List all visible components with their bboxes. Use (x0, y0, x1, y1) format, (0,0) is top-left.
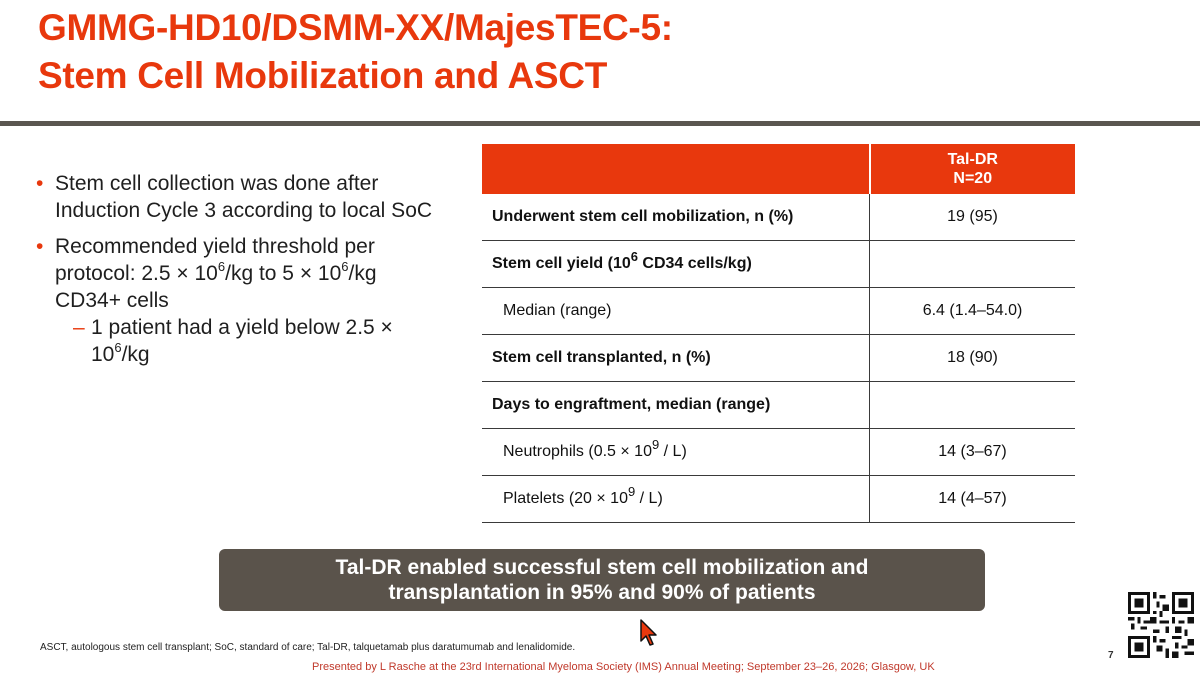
superscript: 9 (627, 483, 636, 499)
row-label: Median (range) (482, 287, 870, 335)
qr-code-icon[interactable] (1128, 592, 1194, 658)
slide-title: GMMG-HD10/DSMM-XX/MajesTEC-5: Stem Cell … (38, 4, 673, 100)
row-value (869, 381, 1075, 429)
row-label: Stem cell yield (106 CD34 cells/kg) (482, 240, 870, 288)
row-label-part: Platelets (20 × 10 (503, 490, 628, 507)
banner-line-2: transplantation in 95% and 90% of patien… (388, 581, 816, 604)
title-divider (0, 121, 1200, 126)
superscript: 6 (217, 259, 226, 274)
table-header-tal-dr: Tal-DR N=20 (869, 144, 1075, 194)
bullet-text-part: /kg to 5 × 10 (225, 262, 342, 285)
table-header-blank (482, 144, 871, 194)
abbreviations-footnote: ASCT, autologous stem cell transplant; S… (40, 642, 576, 653)
table-row: Neutrophils (0.5 × 109 / L) 14 (3–67) (482, 428, 1075, 476)
sub-bullet-text-part: /kg (121, 343, 150, 366)
row-value: 19 (95) (869, 194, 1075, 241)
row-label-part: / L) (659, 443, 687, 460)
table-row: Days to engraftment, median (range) (482, 381, 1075, 429)
row-value: 14 (4–57) (869, 475, 1075, 523)
bullet-item-threshold: • Recommended yield threshold per protoc… (36, 233, 436, 368)
header-n-label: N=20 (953, 170, 993, 187)
bullet-list: • Stem cell collection was done after In… (36, 170, 436, 377)
results-table: Tal-DR N=20 Underwent stem cell mobiliza… (482, 144, 1075, 523)
mouse-pointer-icon (640, 619, 657, 646)
bullet-dot-icon: • (36, 235, 44, 258)
superscript: 6 (630, 248, 638, 264)
table-row: Platelets (20 × 109 / L) 14 (4–57) (482, 475, 1075, 523)
row-value: 14 (3–67) (869, 428, 1075, 476)
row-label: Platelets (20 × 109 / L) (482, 475, 870, 523)
superscript: 6 (341, 259, 349, 274)
sub-bullet-text-part: 1 patient had a yield below 2.5 × 10 (91, 316, 393, 366)
page-number: 7 (1108, 650, 1114, 661)
bullet-text-part: Recommended yield threshold per protocol… (55, 235, 375, 285)
bullet-text-part: /kg CD34+ cells (55, 262, 377, 312)
superscript: 9 (651, 436, 660, 452)
sub-bullet-item: – 1 patient had a yield below 2.5 × 106/… (55, 314, 436, 368)
row-label: Neutrophils (0.5 × 109 / L) (482, 428, 870, 476)
row-label: Stem cell transplanted, n (%) (482, 334, 870, 382)
table-row: Median (range) 6.4 (1.4–54.0) (482, 287, 1075, 335)
table-row: Stem cell yield (106 CD34 cells/kg) (482, 240, 1075, 288)
header-arm-label: Tal-DR (947, 151, 998, 168)
bullet-text: Stem cell collection was done after Indu… (55, 172, 433, 222)
slide-title-line-2: Stem Cell Mobilization and ASCT (38, 55, 608, 96)
row-value: 18 (90) (869, 334, 1075, 382)
bullet-item-collection: • Stem cell collection was done after In… (36, 170, 436, 224)
row-label-part: / L) (635, 490, 663, 507)
banner-line-1: Tal-DR enabled successful stem cell mobi… (335, 556, 869, 579)
row-label-part: Neutrophils (0.5 × 10 (503, 443, 652, 460)
row-value: 6.4 (1.4–54.0) (869, 287, 1075, 335)
table-header-row: Tal-DR N=20 (482, 144, 1075, 194)
row-label: Underwent stem cell mobilization, n (%) (482, 194, 870, 241)
table-row: Stem cell transplanted, n (%) 18 (90) (482, 334, 1075, 382)
table-row: Underwent stem cell mobilization, n (%) … (482, 194, 1075, 241)
row-value (869, 240, 1075, 288)
superscript: 6 (114, 340, 122, 355)
slide-title-line-1: GMMG-HD10/DSMM-XX/MajesTEC-5: (38, 7, 673, 48)
dash-icon: – (73, 316, 85, 339)
row-label-part: Stem cell yield (10 (492, 255, 631, 272)
bullet-dot-icon: • (36, 172, 44, 195)
row-label: Days to engraftment, median (range) (482, 381, 870, 429)
row-label-part: CD34 cells/kg) (637, 255, 752, 272)
presented-by-line: Presented by L Rasche at the 23rd Intern… (312, 661, 935, 673)
conclusion-banner: Tal-DR enabled successful stem cell mobi… (219, 549, 985, 611)
